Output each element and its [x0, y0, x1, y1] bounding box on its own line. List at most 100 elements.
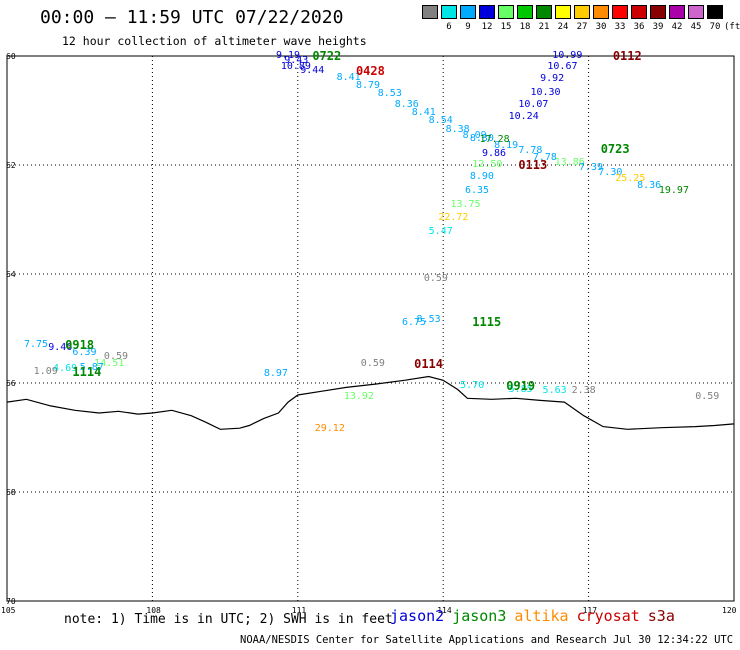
- satellite-legend-item: altika: [514, 607, 569, 625]
- wave-height-value: 8.09: [462, 130, 487, 142]
- wave-height-value: 9.46: [48, 341, 73, 353]
- wave-height-value: 6.75: [402, 317, 427, 329]
- satellite-legend-item: jason3: [452, 607, 507, 625]
- wave-height-value: 0.59: [423, 273, 448, 285]
- wave-height-value: 5.87: [79, 361, 104, 373]
- wave-height-value: 8.41: [411, 107, 436, 119]
- scale-swatch: [669, 5, 685, 19]
- scale-label: 70: [709, 22, 721, 32]
- scale-swatch: [479, 5, 495, 19]
- scale-label: 21: [538, 22, 550, 32]
- scale-label: 6: [446, 22, 452, 32]
- satellite-legend-item: cryosat: [576, 607, 640, 625]
- pass-time-label: 0112: [612, 49, 642, 63]
- pass-time-label: 0723: [600, 141, 630, 156]
- scale-label: 18: [519, 22, 531, 32]
- wave-height-value: 9.44: [300, 65, 325, 77]
- pass-time-label: 0722: [312, 49, 342, 63]
- wave-height-value: 9.43: [284, 55, 309, 67]
- wave-height-value: 5.47: [428, 226, 453, 238]
- wave-height-value: 10.07: [518, 99, 549, 111]
- scale-label: 27: [576, 22, 588, 32]
- wave-height-value: 0.59: [695, 390, 720, 402]
- wave-height-value: 8.30: [469, 132, 494, 144]
- wave-height-value: 14.51: [94, 357, 125, 369]
- wave-height-value: 8.53: [377, 88, 402, 100]
- scale-label: 42: [671, 22, 683, 32]
- lon-tick-label: 114: [437, 606, 452, 615]
- wave-height-value: 10.99: [552, 50, 583, 61]
- wave-height-value: 2.38: [571, 385, 596, 397]
- wave-height-value: 13.86: [554, 157, 585, 169]
- scale-swatch: [593, 5, 609, 19]
- wave-height-value: 9.19: [275, 50, 301, 61]
- wave-height-value: 22.72: [438, 211, 469, 223]
- scale-swatch: [422, 5, 438, 19]
- wave-height-value: 8.97: [263, 367, 288, 379]
- wave-height-value: 6.35: [465, 184, 490, 196]
- wave-height-value: 4.69: [53, 363, 78, 375]
- wave-height-value: 8.53: [416, 314, 441, 326]
- graticule: [7, 56, 734, 601]
- scale-swatch: [441, 5, 457, 19]
- pass-time-label: 0919: [506, 378, 536, 393]
- scale-swatch: [460, 5, 476, 19]
- scale-swatch: [707, 5, 723, 19]
- scale-swatch: [612, 5, 628, 19]
- wave-height-value: 9.86: [481, 148, 507, 160]
- scale-swatch: [650, 5, 666, 19]
- wave-height-value: 7.30: [598, 167, 623, 179]
- wave-height-value: 13.75: [450, 198, 481, 210]
- scale-label: 15: [500, 22, 512, 32]
- scale-label: 12: [481, 22, 493, 32]
- wave-height-value: 10.24: [508, 111, 539, 123]
- satellite-legend-item: jason2: [390, 607, 445, 625]
- wave-height-value: 7.39: [578, 161, 603, 173]
- map-title: 00:00 – 11:59 UTC 07/22/2020: [40, 7, 344, 28]
- lon-tick-label: 120: [722, 606, 737, 615]
- lat-tick-label: 66: [6, 379, 16, 388]
- wave-height-value: 5.63: [542, 385, 567, 397]
- scale-swatch: [555, 5, 571, 19]
- wave-height-value: 8.90: [469, 170, 494, 182]
- scale-label: 9: [465, 22, 471, 32]
- wave-height-value: 8.41: [336, 71, 361, 83]
- wave-height-value: 7.78: [518, 145, 543, 157]
- satellite-legend: jason2 jason3 altika cryosat s3a: [390, 607, 683, 625]
- lon-tick-label: 108: [146, 606, 161, 615]
- scale-swatch: [688, 5, 704, 19]
- scale-unit: (ft): [724, 22, 740, 32]
- scale-label: 39: [652, 22, 664, 32]
- wave-height-value: 8.79: [355, 79, 381, 91]
- wave-height-value: 19.97: [658, 185, 689, 197]
- wave-height-value: 8.36: [637, 179, 662, 191]
- wave-height-value: 10.30: [530, 87, 561, 99]
- scale-label: 24: [557, 22, 569, 32]
- scale-label: 36: [633, 22, 645, 32]
- wave-height-value: 0.59: [103, 350, 129, 362]
- lon-tick-label: 105: [1, 606, 16, 615]
- pass-time-label: 0114: [414, 356, 444, 371]
- pass-time-label: 0113: [518, 158, 548, 172]
- scale-label: 33: [614, 22, 626, 32]
- wave-height-value: 8.19: [494, 139, 519, 151]
- wave-height-value: 17.28: [479, 134, 510, 146]
- wave-height-value: 10.67: [547, 60, 578, 72]
- wave-height-value: 5.85: [508, 383, 533, 395]
- map-subtitle: 12 hour collection of altimeter wave hei…: [62, 34, 367, 48]
- footer-note: note: 1) Time is in UTC; 2) SWH is in fe…: [64, 612, 393, 627]
- pass-time-label: 0428: [355, 64, 385, 79]
- scale-swatch: [574, 5, 590, 19]
- lat-tick-label: 70: [6, 597, 16, 606]
- lat-tick-label: 60: [6, 52, 16, 61]
- wave-height-value: 1.09: [33, 366, 58, 378]
- map-frame: [6, 55, 735, 602]
- wave-height-value: 13.92: [343, 390, 374, 402]
- pass-time-label: 1115: [472, 314, 502, 329]
- wave-height-value: 12.50: [472, 159, 503, 170]
- pass-time-label: 0918: [65, 337, 95, 352]
- credit-line: NOAA/NESDIS Center for Satellite Applica…: [240, 634, 740, 646]
- wave-height-value: 9.92: [540, 72, 565, 84]
- lon-tick-label: 111: [291, 606, 307, 615]
